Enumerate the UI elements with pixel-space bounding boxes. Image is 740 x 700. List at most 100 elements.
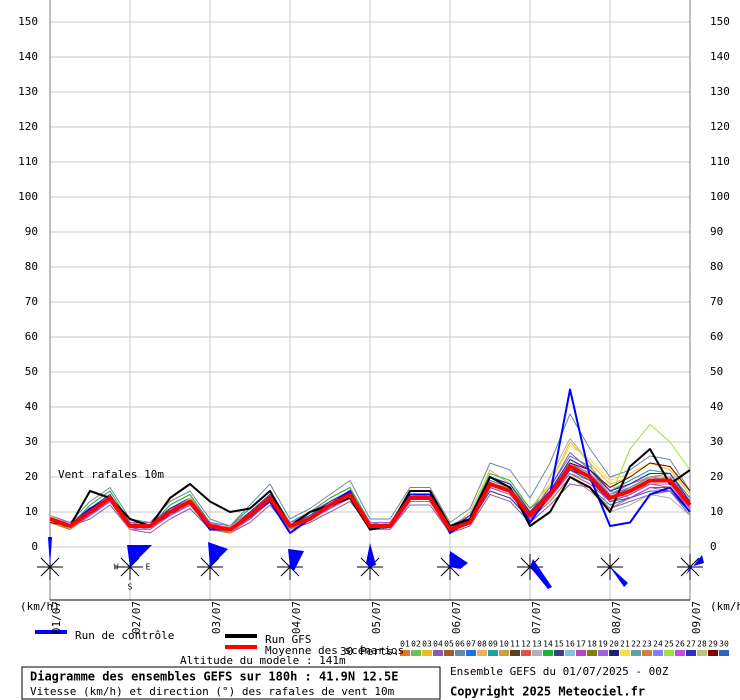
y-tick-label: 60 xyxy=(25,330,38,343)
legend-label: 26 xyxy=(675,640,685,649)
legend-label: 13 xyxy=(532,640,542,649)
legend-swatch xyxy=(697,650,707,656)
y-tick-label: 10 xyxy=(25,505,38,518)
legend-swatch xyxy=(554,650,564,656)
legend: 01 02 03 04 05 06 07 08 09 10 11 12 13 14 15 16 17 18 19 20… xyxy=(35,629,729,657)
info-box xyxy=(21,666,441,700)
legend-swatch xyxy=(455,650,465,656)
y-tick-label: 80 xyxy=(25,260,38,273)
series-line xyxy=(49,448,691,531)
lines xyxy=(49,388,692,534)
legend-label: 18 xyxy=(587,640,597,649)
wind-rose xyxy=(597,554,628,587)
legend-label: 01 xyxy=(400,640,410,649)
x-tick-label: 08/07 xyxy=(610,601,623,634)
wind-rose xyxy=(37,537,63,580)
compass-label: S xyxy=(128,583,133,592)
legend-label: 25 xyxy=(664,640,674,649)
y2-tick-label: 40 xyxy=(710,400,723,413)
y2-tick-label: 120 xyxy=(710,120,730,133)
y-tick-label: 30 xyxy=(25,435,38,448)
legend-swatch xyxy=(444,650,454,656)
x-tick-label: 02/07 xyxy=(130,601,143,634)
legend-label: 19 xyxy=(598,640,608,649)
legend-label: 09 xyxy=(488,640,498,649)
y2-tick-label: 60 xyxy=(710,330,723,343)
legend-swatch xyxy=(466,650,476,656)
y-tick-label: 0 xyxy=(31,540,38,553)
legend-label: Run GFS xyxy=(265,633,311,646)
legend-label: 16 xyxy=(565,640,575,649)
x-tick-label: 06/07 xyxy=(450,601,463,634)
legend-label: 15 xyxy=(554,640,564,649)
y2-tick-label: 80 xyxy=(710,260,723,273)
y-tick-label: 50 xyxy=(25,365,38,378)
y2-tick-label: 70 xyxy=(710,295,723,308)
legend-swatch xyxy=(675,650,685,656)
grid xyxy=(49,0,691,601)
legend-label: 03 xyxy=(422,640,432,649)
legend-swatch xyxy=(708,650,718,656)
x-tick-label: 01/07 xyxy=(50,601,63,634)
wind-rose xyxy=(357,543,383,580)
legend-swatch xyxy=(411,650,421,656)
y2-tick-label: 150 xyxy=(710,15,730,28)
info-subtitle: Vitesse (km/h) et direction (°) des rafa… xyxy=(30,685,395,698)
copyright: Copyright 2025 Meteociel.fr xyxy=(450,685,645,699)
y2-tick-label: 50 xyxy=(710,365,723,378)
x-tick-label: 07/07 xyxy=(530,601,543,634)
legend-swatch xyxy=(686,650,696,656)
legend-label: 28 xyxy=(697,640,707,649)
wind-rose xyxy=(277,549,304,580)
legend-swatch xyxy=(433,650,443,656)
wind-rose xyxy=(117,545,152,580)
y-tick-label: 120 xyxy=(18,120,38,133)
annotation: Vent rafales 10m xyxy=(58,468,164,481)
legend-label: Moyenne des scénarios xyxy=(265,644,404,657)
legend-swatch xyxy=(587,650,597,656)
legend-label: 30 xyxy=(719,640,729,649)
y-unit-right: (km/h) xyxy=(710,600,740,613)
y-tick-label: 130 xyxy=(18,85,38,98)
y-tick-label: 140 xyxy=(18,50,38,63)
y-tick-label: 40 xyxy=(25,400,38,413)
y-tick-label: 20 xyxy=(25,470,38,483)
legend-swatch xyxy=(620,650,630,656)
legend-swatch xyxy=(499,650,509,656)
y2-tick-label: 30 xyxy=(710,435,723,448)
legend-label: 02 xyxy=(411,640,421,649)
y-tick-label: 150 xyxy=(18,15,38,28)
y2-tick-label: 130 xyxy=(710,85,730,98)
legend-swatch xyxy=(565,650,575,656)
legend-label: 23 xyxy=(642,640,652,649)
legend-label: 06 xyxy=(455,640,465,649)
legend-label: 11 xyxy=(510,640,520,649)
legend-label: 24 xyxy=(653,640,663,649)
legend-label: 04 xyxy=(433,640,443,649)
legend-swatch xyxy=(719,650,729,656)
y-unit-left: (km/h) xyxy=(20,600,60,613)
y-tick-label: 90 xyxy=(25,225,38,238)
legend-swatch xyxy=(642,650,652,656)
y-tick-label: 100 xyxy=(18,190,38,203)
legend-swatch xyxy=(543,650,553,656)
legend-label: 27 xyxy=(686,640,696,649)
wind-roses xyxy=(37,537,704,589)
legend-swatch xyxy=(653,650,663,656)
legend-label: 20 xyxy=(609,640,619,649)
legend-label: 17 xyxy=(576,640,586,649)
run-label: Ensemble GEFS du 01/07/2025 - 00Z xyxy=(450,665,669,678)
legend-label: 22 xyxy=(631,640,641,649)
x-tick-label: 05/07 xyxy=(370,601,383,634)
series-line xyxy=(49,464,692,532)
x-tick-label: 04/07 xyxy=(290,601,303,634)
x-tick-label: 03/07 xyxy=(210,601,223,634)
info-title: Diagramme des ensembles GEFS sur 180h : … xyxy=(30,670,398,684)
y2-tick-label: 10 xyxy=(710,505,723,518)
legend-label: Run de contrôle xyxy=(75,629,174,642)
legend-label: 21 xyxy=(620,640,630,649)
y2-tick-label: 140 xyxy=(710,50,730,63)
legend-swatch xyxy=(532,650,542,656)
wind-rose xyxy=(517,554,552,589)
